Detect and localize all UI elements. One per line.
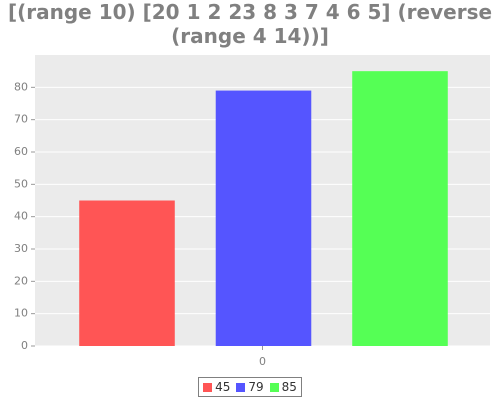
y-tick-label: 20 [14, 274, 28, 287]
legend-item: 45 [203, 380, 230, 394]
y-tick-label: 40 [14, 210, 28, 223]
y-tick-label: 80 [14, 80, 28, 93]
legend: 45 79 85 [0, 377, 500, 397]
bar [79, 200, 175, 346]
legend-label: 45 [215, 380, 231, 394]
y-tick-label: 50 [14, 177, 28, 190]
legend-swatch [269, 382, 279, 392]
y-tick-label: 30 [14, 242, 28, 255]
y-tick-label: 60 [14, 145, 28, 158]
x-tick-label: 0 [259, 355, 266, 368]
y-tick-label: 0 [21, 339, 28, 352]
chart-title: [(range 10) [20 1 2 23 8 3 7 4 6 5] (rev… [7, 0, 493, 48]
legend-item: 79 [236, 380, 264, 394]
legend-swatch [203, 382, 213, 392]
legend-item: 85 [269, 380, 297, 394]
bar [215, 90, 312, 346]
legend-label: 85 [281, 380, 297, 394]
y-tick-label: 10 [14, 307, 28, 320]
legend-box: 45 79 85 [198, 377, 302, 397]
bar [352, 71, 448, 347]
legend-swatch [236, 382, 246, 392]
legend-label: 79 [248, 380, 264, 394]
y-tick-label: 70 [14, 113, 28, 126]
